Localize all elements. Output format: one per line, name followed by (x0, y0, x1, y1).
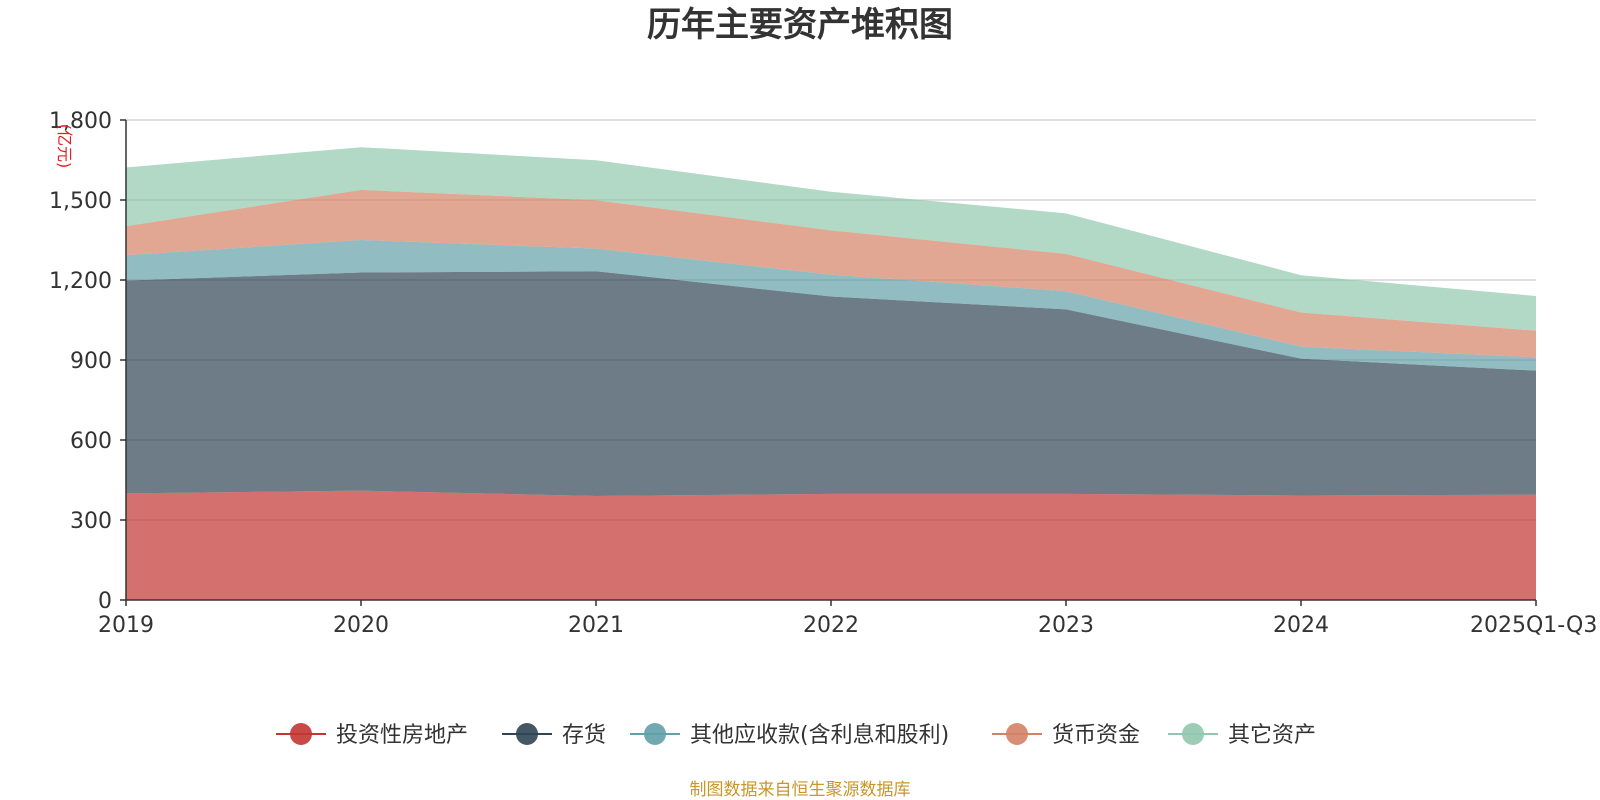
x-tick-label: 2019 (98, 613, 154, 638)
legend-marker-icon (1182, 723, 1204, 745)
y-tick-label: 1,500 (49, 189, 112, 214)
area-series-1 (126, 490, 1536, 600)
legend-label: 其它资产 (1228, 723, 1316, 748)
legend-item: 投资性房地产 (276, 723, 468, 748)
y-tick-label: 600 (70, 429, 112, 454)
legend-item: 其他应收款(含利息和股利) (630, 723, 949, 748)
legend-marker-icon (290, 723, 312, 745)
legend-item: 存货 (502, 723, 606, 748)
chart-title: 历年主要资产堆积图 (647, 5, 953, 45)
legend-marker-icon (1006, 723, 1028, 745)
x-tick-label: 2025Q1-Q3 (1470, 613, 1597, 638)
legend-item: 其它资产 (1168, 723, 1316, 748)
x-tick-label: 2023 (1038, 613, 1094, 638)
legend-label: 投资性房地产 (336, 723, 468, 748)
y-tick-label: 1,200 (49, 269, 112, 294)
legend-label: 其他应收款(含利息和股利) (690, 723, 949, 748)
area-series-4 (126, 189, 1536, 358)
y-tick-label: 300 (70, 509, 112, 534)
legend: 投资性房地产 存货 其他应收款(含利息和股利) 货币资金 其它资产 (276, 723, 1316, 748)
source-note: 制图数据来自恒生聚源数据库 (690, 780, 911, 800)
y-tick-label: 1,800 (49, 109, 112, 134)
x-tick-label: 2020 (333, 613, 389, 638)
y-tick-label: 900 (70, 349, 112, 374)
x-tick-label: 2021 (568, 613, 624, 638)
legend-label: 存货 (562, 723, 606, 748)
area-series-5 (126, 147, 1536, 331)
legend-marker-icon (516, 723, 538, 745)
x-tick-label: 2022 (803, 613, 859, 638)
y-tick-label: 0 (98, 589, 112, 614)
area-series-2 (126, 271, 1536, 496)
x-tick-label: 2024 (1273, 613, 1329, 638)
legend-label: 货币资金 (1052, 723, 1140, 748)
legend-marker-icon (644, 723, 666, 745)
legend-item: 货币资金 (992, 723, 1140, 748)
axes: 0 300 600 900 1,200 1,500 1,800 2019 2020 2021 202… (49, 109, 1597, 638)
area-series (126, 147, 1536, 600)
y-axis-unit-label: (亿元) (55, 124, 74, 169)
area-series-3 (126, 240, 1536, 371)
